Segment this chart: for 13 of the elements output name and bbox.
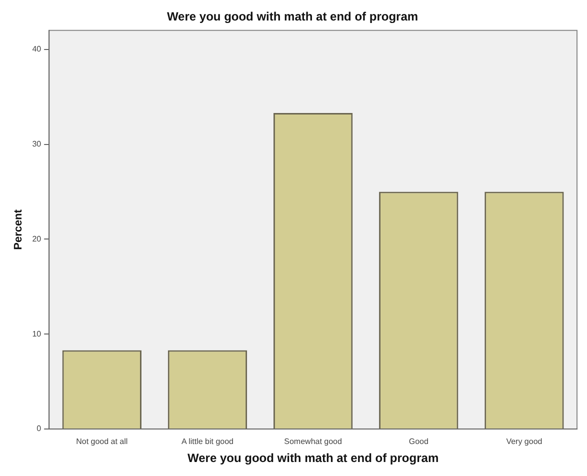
x-tick-label: Good xyxy=(408,437,428,446)
x-axis-title: Were you good with math at end of program xyxy=(187,451,439,466)
x-tick-label: Very good xyxy=(506,437,542,446)
x-tick-label: A little bit good xyxy=(181,437,234,446)
y-tick-label: 10 xyxy=(32,329,42,338)
y-tick-label: 20 xyxy=(32,234,42,244)
y-tick-label: 30 xyxy=(32,139,42,148)
chart-title: Were you good with math at end of program xyxy=(166,10,418,24)
y-tick-label: 40 xyxy=(32,44,42,54)
x-tick-label: Somewhat good xyxy=(284,437,342,446)
y-tick-label: 0 xyxy=(36,424,42,434)
y-axis-title: Percent xyxy=(12,209,25,250)
x-tick-label: Not good at all xyxy=(76,437,128,446)
